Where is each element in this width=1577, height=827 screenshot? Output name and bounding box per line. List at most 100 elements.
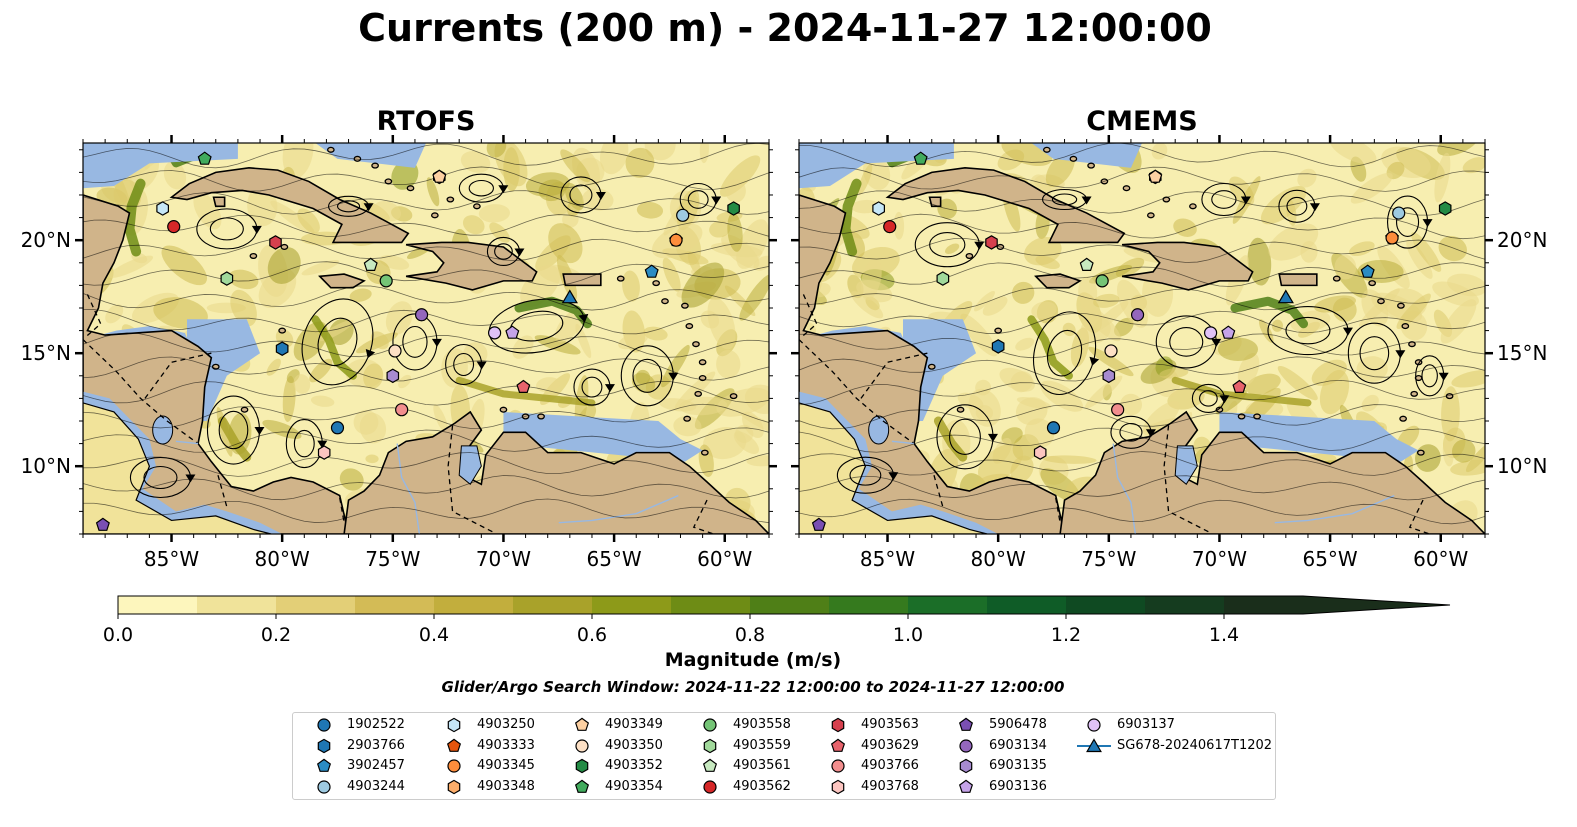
- legend-label: 6903135: [989, 758, 1047, 773]
- float-marker-4903244: [676, 208, 690, 222]
- legend-label: 6903134: [989, 737, 1047, 753]
- shelf-north: [83, 143, 238, 189]
- legend-marker: [703, 779, 717, 794]
- x-tick-label: 75°W: [1081, 547, 1136, 571]
- float-marker-4903559: [220, 271, 234, 286]
- legend-marker: [447, 759, 461, 773]
- legend-label: 3902457: [347, 758, 405, 773]
- map-cmems: [799, 143, 1485, 534]
- legend-marker: [447, 779, 461, 794]
- float-marker-4903563: [269, 235, 282, 250]
- float-marker-4903345: [669, 233, 683, 247]
- float-marker-4903349: [1148, 169, 1163, 183]
- float-marker-1902522: [330, 421, 345, 435]
- float-marker-4903349: [432, 169, 447, 183]
- land-jamaica: [318, 273, 366, 289]
- float-marker-4903250: [872, 201, 886, 216]
- float-marker-SG678-20240617T1202: [1277, 289, 1294, 304]
- pacific-ocean: [799, 402, 988, 534]
- float-marker-6903134: [414, 308, 429, 322]
- legend-marker: [702, 758, 718, 772]
- float-marker-4903244: [1392, 206, 1406, 220]
- float-marker-5906478: [811, 517, 826, 531]
- float-marker-6903137: [1203, 326, 1218, 340]
- shelf-bahamas: [1031, 143, 1142, 168]
- float-marker-4903563: [985, 235, 998, 250]
- legend-label: 5906478: [989, 717, 1047, 732]
- colorbar-tick-label: 0.0: [103, 624, 133, 646]
- legend-label: 4903562: [733, 778, 791, 794]
- legend-marker: [831, 717, 845, 733]
- legend-marker: [574, 717, 590, 731]
- legend-label: 4903348: [477, 778, 535, 794]
- float-marker-6903135: [1102, 368, 1116, 384]
- legend-marker: [831, 759, 845, 773]
- legend-label: 2903766: [347, 737, 405, 753]
- float-marker-4903559: [936, 271, 950, 286]
- land-puerto-rico: [1278, 273, 1318, 287]
- legend-label: 4903250: [477, 717, 535, 732]
- legend-label: 4903244: [347, 778, 405, 794]
- y-tick-label: 10°N: [1497, 454, 1547, 478]
- x-tick-label: 65°W: [586, 547, 641, 571]
- legend-label: 4903333: [477, 737, 535, 753]
- shelf-north: [799, 143, 954, 189]
- legend-label: 4903354: [605, 778, 663, 794]
- legend-marker: [958, 779, 974, 793]
- legend-marker: [316, 758, 332, 772]
- float-marker-4903354: [913, 151, 928, 165]
- float-marker-4903352: [727, 201, 740, 216]
- shelf-venezuela: [1219, 411, 1419, 462]
- legend-label: 4903558: [733, 717, 791, 732]
- float-marker-6903136: [1221, 325, 1236, 339]
- x-tick-label: 85°W: [860, 547, 915, 571]
- x-tick-label: 70°W: [1192, 547, 1247, 571]
- legend-label: 1902522: [347, 717, 405, 732]
- legend-marker: [959, 758, 973, 774]
- legend-marker: [830, 738, 846, 752]
- legend-marker: [317, 779, 331, 794]
- y-tick-label: 15°N: [1497, 341, 1547, 365]
- x-tick-label: 60°W: [697, 547, 752, 571]
- legend-label: 4903629: [861, 737, 919, 753]
- legend-marker: [703, 738, 717, 753]
- float-marker-4903766: [1111, 403, 1125, 417]
- x-tick-label: 80°W: [971, 547, 1026, 571]
- legend-label: 4903349: [605, 717, 663, 732]
- y-tick-label: 10°N: [21, 454, 71, 478]
- legend-marker: [447, 717, 461, 733]
- float-marker-5906478: [95, 517, 110, 531]
- x-tick-label: 85°W: [144, 547, 199, 571]
- float-marker-2903766: [991, 339, 1005, 354]
- land-south-america: [1059, 410, 1485, 534]
- legend-label: 4903768: [861, 778, 919, 794]
- legend-marker: [703, 718, 717, 732]
- legend-marker: [1086, 737, 1102, 752]
- colorbar-tick-label: 0.8: [735, 624, 765, 646]
- x-tick-label: 70°W: [476, 547, 531, 571]
- y-tick-label: 20°N: [1497, 228, 1547, 252]
- legend-marker: [958, 717, 974, 731]
- float-marker-4903562: [167, 220, 181, 234]
- axis-ticks-rtofs: [75, 135, 777, 542]
- panel-title-rtofs: RTOFS: [376, 106, 476, 137]
- float-marker-4903562: [883, 220, 897, 234]
- colorbar-label: Magnitude (m/s): [664, 649, 842, 671]
- x-tick-label: 80°W: [255, 547, 310, 571]
- float-marker-4903629: [1232, 379, 1247, 393]
- float-marker-SG678-20240617T1202: [561, 289, 578, 304]
- legend-label: 4903561: [733, 758, 791, 773]
- float-marker-4903345: [1385, 231, 1399, 245]
- colorbar-tick-label: 1.2: [1051, 624, 1081, 646]
- float-marker-2903766: [275, 341, 289, 356]
- legend-label: SG678-20240617T1202: [1117, 737, 1273, 753]
- shelf-nicaragua: [903, 319, 977, 421]
- colorbar-tick-label: 0.4: [419, 624, 449, 646]
- colorbar-tick-label: 0.2: [261, 624, 291, 646]
- shelf-nicaragua: [187, 319, 261, 421]
- float-marker-1902522: [1046, 421, 1061, 435]
- float-marker-4903558: [1095, 274, 1109, 288]
- float-marker-4903350: [1104, 344, 1118, 358]
- colorbar: 0.0 0.2 0.4 0.6 0.8 1.0 1.2 1.4: [103, 595, 1451, 646]
